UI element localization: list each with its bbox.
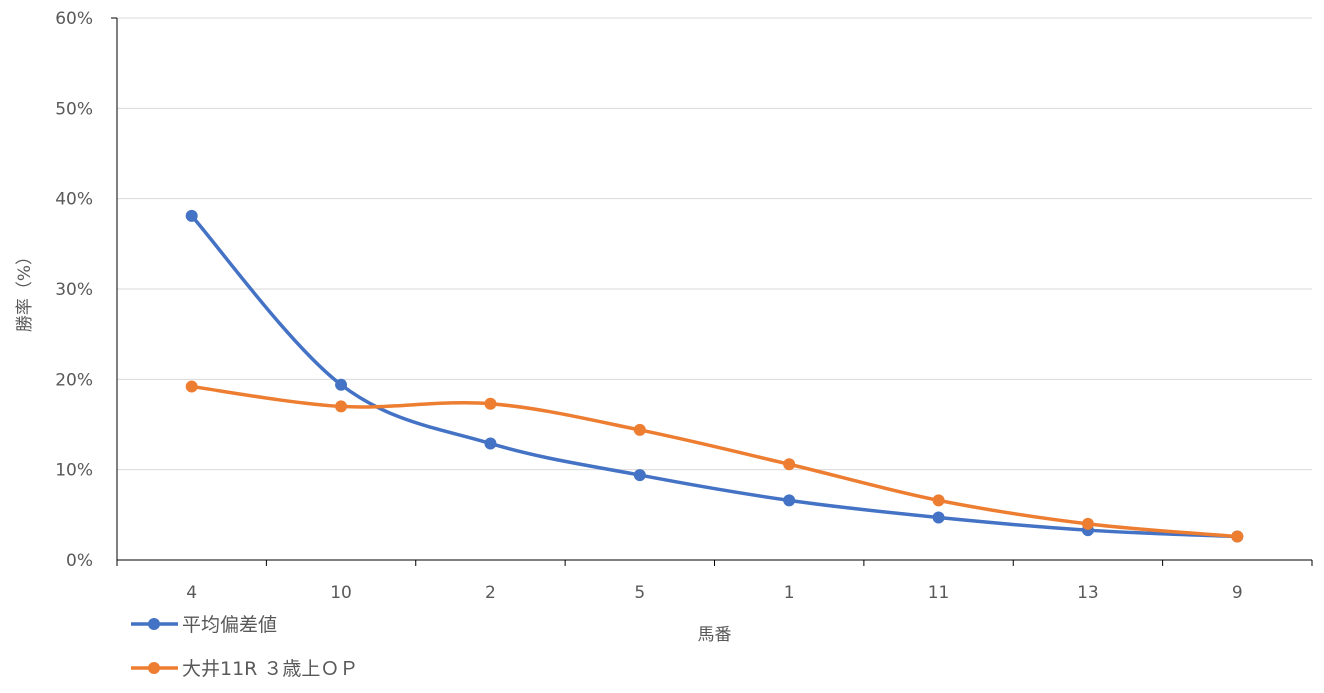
x-axis-ticks: 4 10 2 5 1 11 13 9: [186, 583, 1242, 603]
y-axis-ticks: 0% 10% 20% 30% 40% 50% 60%: [55, 9, 93, 571]
x-tick-label: 11: [928, 583, 950, 603]
series-lines: [185, 209, 1244, 543]
data-point: [932, 494, 945, 507]
data-point: [185, 209, 198, 222]
series-line: [189, 214, 1240, 539]
data-point: [335, 400, 348, 413]
data-point: [484, 437, 497, 450]
x-tick-label: 1: [784, 583, 795, 603]
data-point: [1081, 517, 1094, 530]
series-line: [189, 384, 1240, 539]
y-axis-title: 勝率（%）: [15, 248, 35, 332]
legend-marker: [148, 662, 160, 674]
x-tick-label: 2: [485, 583, 496, 603]
x-tick-label: 9: [1232, 583, 1243, 603]
series-2: [185, 380, 1244, 543]
x-tick-label: 4: [186, 583, 197, 603]
y-tick-label: 10%: [55, 461, 93, 481]
x-tick-label: 5: [634, 583, 645, 603]
x-axis-title: 馬番: [698, 625, 732, 645]
y-tick-label: 60%: [55, 9, 93, 29]
axes: [111, 17, 1313, 566]
data-point: [633, 469, 646, 482]
data-point: [335, 378, 348, 391]
x-tick-label: 13: [1077, 583, 1099, 603]
data-point: [783, 458, 796, 471]
legend-entry: 大井11R ３歳上ＯＰ: [131, 658, 358, 680]
data-point: [633, 423, 646, 436]
legend-entry: 平均偏差値: [131, 614, 277, 636]
y-tick-label: 40%: [55, 190, 93, 210]
gridlines: [117, 17, 1312, 471]
legend-label: 大井11R ３歳上ＯＰ: [182, 658, 358, 680]
x-tick-label: 10: [330, 583, 352, 603]
data-point: [783, 494, 796, 507]
legend-marker: [148, 618, 160, 630]
data-point: [1231, 530, 1244, 543]
y-tick-label: 0%: [66, 551, 93, 571]
data-point: [484, 397, 497, 410]
legend-label: 平均偏差値: [182, 614, 277, 636]
data-point: [932, 511, 945, 524]
y-tick-label: 20%: [55, 370, 93, 390]
data-point: [185, 380, 198, 393]
y-tick-label: 30%: [55, 280, 93, 300]
y-tick-label: 50%: [55, 99, 93, 119]
series-1: [185, 209, 1244, 543]
